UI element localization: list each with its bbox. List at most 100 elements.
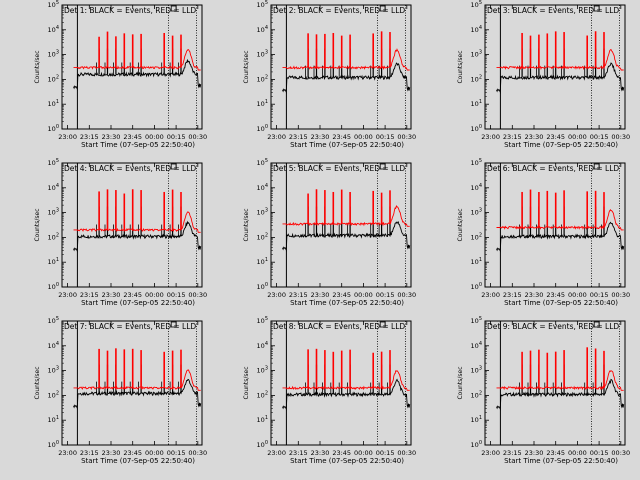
y-tick-exponent: 2 [56,232,59,238]
chart-title: Det 9: BLACK = Events, RED = LLD [487,322,619,331]
x-tick-label: 23:30 [311,291,330,299]
x-tick-label: 00:15 [590,449,609,457]
x-tick-label: 23:15 [80,133,99,141]
panel-box-marker [170,321,177,328]
chart-panel-det-6: 23:00 23:15 23:30 23:45 00:00 00:15 00:3010010… [457,158,630,307]
x-tick-label: 23:00 [267,291,286,299]
x-tick-label: 23:30 [102,291,121,299]
chart-panel-det-2: 23:00 23:15 23:30 23:45 00:00 00:15 00:3010010… [243,0,416,149]
x-tick-label: 00:30 [188,449,207,457]
panel-box-marker [593,321,600,328]
y-tick-exponent: 1 [265,257,268,263]
chart-panel-det-4: 23:00 23:15 23:30 23:45 00:00 00:15 00:3010010… [34,158,207,307]
x-tick-label: 23:30 [311,133,330,141]
y-tick-label: 104 [48,183,59,192]
x-tick-label: 00:00 [145,291,164,299]
panel-box-marker [379,321,386,328]
events-series-line [73,220,202,253]
y-tick-label: 100 [48,282,59,291]
y-tick-exponent: 1 [56,257,59,263]
y-tick-label: 101 [471,415,482,424]
chart-panel-det-7: 23:00 23:15 23:30 23:45 00:00 00:15 00:3010010… [34,316,207,465]
lld-series-line [496,48,624,71]
y-tick-exponent: 4 [479,25,482,31]
y-tick-label: 105 [48,0,59,9]
x-tick-label: 00:30 [397,449,416,457]
y-tick-label: 100 [257,440,268,449]
y-tick-exponent: 5 [265,316,268,322]
panel-box-marker [593,5,600,12]
lld-series-line [282,204,410,227]
y-tick-label: 104 [257,25,268,34]
y-tick-label: 103 [257,208,268,217]
y-axis-label: Counts/sec [457,208,464,241]
x-tick-label: 23:30 [102,449,121,457]
y-tick-exponent: 4 [56,183,59,189]
y-tick-exponent: 2 [265,390,268,396]
y-tick-exponent: 1 [56,99,59,105]
y-tick-label: 101 [257,99,268,108]
y-tick-exponent: 2 [265,74,268,80]
x-tick-label: 23:30 [525,133,544,141]
x-tick-label: 23:30 [311,449,330,457]
x-tick-label: 23:15 [289,449,308,457]
y-tick-exponent: 0 [479,124,482,130]
y-tick-exponent: 4 [265,183,268,189]
events-series-line [282,62,411,94]
x-tick-label: 00:00 [568,291,587,299]
y-tick-exponent: 3 [479,208,482,214]
lld-series-line [282,370,410,391]
y-tick-exponent: 3 [265,366,268,372]
y-axis-label: Counts/sec [457,50,464,83]
x-tick-label: 23:15 [80,291,99,299]
x-tick-label: 00:00 [354,449,373,457]
y-tick-label: 100 [48,440,59,449]
y-tick-exponent: 3 [56,366,59,372]
x-tick-label: 23:45 [332,291,351,299]
x-tick-label: 23:15 [289,133,308,141]
y-tick-exponent: 1 [56,415,59,421]
y-tick-label: 103 [471,50,482,59]
y-tick-exponent: 1 [479,257,482,263]
chart-title: Det 7: BLACK = Events, RED = LLD [64,322,196,331]
x-tick-label: 23:15 [503,449,522,457]
x-tick-label: 23:00 [58,133,77,141]
y-tick-label: 102 [471,74,482,83]
y-tick-exponent: 0 [56,440,59,446]
x-tick-label: 23:00 [481,449,500,457]
y-tick-label: 105 [257,316,268,325]
y-tick-exponent: 3 [56,208,59,214]
y-tick-label: 101 [471,257,482,266]
y-tick-exponent: 5 [56,158,59,164]
y-tick-exponent: 0 [265,282,268,288]
x-tick-label: 23:45 [546,449,565,457]
x-tick-label: 00:30 [397,133,416,141]
y-tick-exponent: 5 [479,316,482,322]
y-tick-label: 104 [257,183,268,192]
x-tick-label: 00:15 [167,291,186,299]
y-tick-label: 105 [471,0,482,9]
y-tick-label: 102 [48,74,59,83]
y-tick-exponent: 4 [56,341,59,347]
x-tick-label: 23:45 [546,291,565,299]
y-tick-label: 104 [48,341,59,350]
y-axis-label: Counts/sec [34,50,41,83]
y-tick-label: 104 [471,341,482,350]
events-series-line [282,221,411,252]
x-tick-label: 23:15 [80,449,99,457]
y-tick-exponent: 3 [479,50,482,56]
chart-panel-det-3: 23:00 23:15 23:30 23:45 00:00 00:15 00:3010010… [457,0,630,149]
y-tick-label: 102 [471,232,482,241]
y-tick-label: 101 [471,99,482,108]
x-tick-label: 23:15 [503,291,522,299]
y-tick-exponent: 5 [56,316,59,322]
panel-box-marker [379,163,386,170]
x-tick-label: 00:30 [188,291,207,299]
y-tick-exponent: 2 [479,390,482,396]
y-tick-exponent: 0 [56,282,59,288]
y-tick-label: 101 [48,99,59,108]
y-tick-label: 104 [257,341,268,350]
y-tick-label: 103 [48,50,59,59]
